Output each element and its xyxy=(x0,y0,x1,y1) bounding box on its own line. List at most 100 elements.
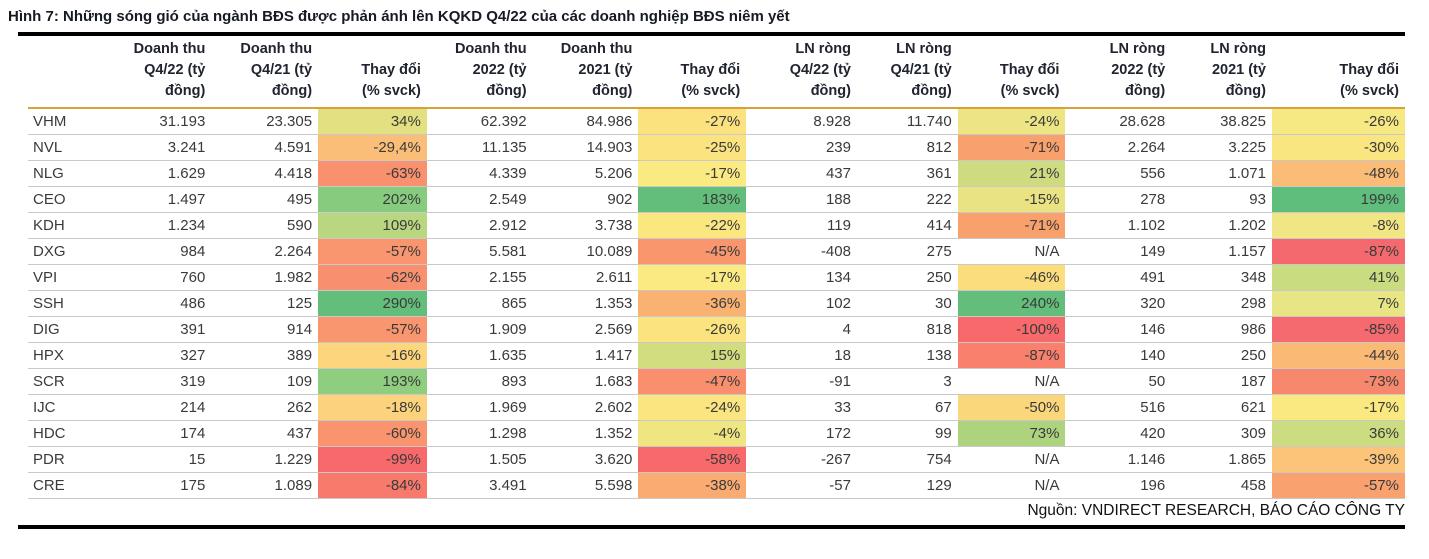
change-cell: -26% xyxy=(1271,108,1405,135)
value-cell: 5.598 xyxy=(532,472,639,499)
value-cell: 31.193 xyxy=(108,108,212,135)
value-cell: 1.146 xyxy=(1065,446,1172,473)
value-cell: 437 xyxy=(746,160,857,187)
value-cell: 327 xyxy=(108,342,212,369)
change-cell: 193% xyxy=(318,368,427,395)
change-cell: -17% xyxy=(638,264,747,291)
value-cell: 893 xyxy=(426,368,533,395)
value-cell: 1.635 xyxy=(426,342,533,369)
value-cell: 2.569 xyxy=(532,316,639,343)
value-cell: 1.202 xyxy=(1171,212,1272,239)
value-cell: 28.628 xyxy=(1065,108,1172,135)
table-row: NVL 3.241 4.591 -29,4% 11.135 14.903 -25% 239 81… xyxy=(28,134,1405,161)
table-row: DXG 984 2.264 -57% 5.581 10.089 -45% -408 275 N/A… xyxy=(28,238,1405,265)
value-cell: 4.418 xyxy=(211,160,319,187)
ticker-cell: SSH xyxy=(28,290,109,317)
value-cell: 239 xyxy=(746,134,857,161)
value-cell: 119 xyxy=(746,212,857,239)
value-cell: 1.089 xyxy=(211,472,319,499)
table-row: CEO 1.497 495 202% 2.549 902 183% 188 222 -15% 278… xyxy=(28,186,1405,213)
value-cell: 420 xyxy=(1065,420,1172,447)
table-row: SSH 486 125 290% 865 1.353 -36% 102 30 240% 320 298… xyxy=(28,290,1405,317)
value-cell: 812 xyxy=(856,134,958,161)
header-cell-np-q4-21: LN ròng Q4/21 (tỷ đồng) xyxy=(856,36,958,109)
change-cell: 199% xyxy=(1271,186,1405,213)
value-cell: 818 xyxy=(856,316,958,343)
change-cell: -62% xyxy=(318,264,427,291)
change-cell: N/A xyxy=(957,446,1066,473)
value-cell: 38.825 xyxy=(1171,108,1272,135)
value-cell: 1.298 xyxy=(426,420,533,447)
table-row: KDH 1.234 590 109% 2.912 3.738 -22% 119 414 -71% 1… xyxy=(28,212,1405,239)
change-cell: -29,4% xyxy=(318,134,427,161)
header-cell-rev-2021: Doanh thu 2021 (tỷ đồng) xyxy=(532,36,639,109)
ticker-cell: DXG xyxy=(28,238,109,265)
change-cell: 109% xyxy=(318,212,427,239)
value-cell: 129 xyxy=(856,472,958,499)
value-cell: 172 xyxy=(746,420,857,447)
value-cell: 1.629 xyxy=(108,160,212,187)
value-cell: 754 xyxy=(856,446,958,473)
change-cell: -84% xyxy=(318,472,427,499)
change-cell: -57% xyxy=(1271,472,1405,499)
change-cell: -4% xyxy=(638,420,747,447)
change-cell: -73% xyxy=(1271,368,1405,395)
change-cell: -57% xyxy=(318,316,427,343)
change-cell: 21% xyxy=(957,160,1066,187)
value-cell: 1.102 xyxy=(1065,212,1172,239)
change-cell: 290% xyxy=(318,290,427,317)
value-cell: 298 xyxy=(1171,290,1272,317)
value-cell: 99 xyxy=(856,420,958,447)
value-cell: 1.157 xyxy=(1171,238,1272,265)
ticker-cell: HDC xyxy=(28,420,109,447)
value-cell: 5.581 xyxy=(426,238,533,265)
change-cell: -36% xyxy=(638,290,747,317)
value-cell: 275 xyxy=(856,238,958,265)
change-cell: -17% xyxy=(1271,394,1405,421)
value-cell: 320 xyxy=(1065,290,1172,317)
value-cell: 134 xyxy=(746,264,857,291)
change-cell: 73% xyxy=(957,420,1066,447)
value-cell: 621 xyxy=(1171,394,1272,421)
value-cell: 3.225 xyxy=(1171,134,1272,161)
value-cell: 3 xyxy=(856,368,958,395)
value-cell: 250 xyxy=(856,264,958,291)
value-cell: 250 xyxy=(1171,342,1272,369)
value-cell: 125 xyxy=(211,290,319,317)
kqkd-results-table: Doanh thu Q4/22 (tỷ đồng) Doanh thu Q4/21 (t… xyxy=(28,36,1405,499)
table-header-row: Doanh thu Q4/22 (tỷ đồng) Doanh thu Q4/21 (t… xyxy=(28,36,1405,109)
change-cell: -24% xyxy=(957,108,1066,135)
value-cell: 556 xyxy=(1065,160,1172,187)
value-cell: 865 xyxy=(426,290,533,317)
ticker-cell: DIG xyxy=(28,316,109,343)
value-cell: 278 xyxy=(1065,186,1172,213)
change-cell: -45% xyxy=(638,238,747,265)
change-cell: -18% xyxy=(318,394,427,421)
table-body: VHM 31.193 23.305 34% 62.392 84.986 -27% 8.928 1… xyxy=(28,108,1405,499)
header-cell-rev-2022: Doanh thu 2022 (tỷ đồng) xyxy=(426,36,533,109)
table-row: CRE 175 1.089 -84% 3.491 5.598 -38% -57 129 N/A 19… xyxy=(28,472,1405,499)
value-cell: 188 xyxy=(746,186,857,213)
value-cell: 5.206 xyxy=(532,160,639,187)
ticker-cell: CRE xyxy=(28,472,109,499)
table-row: VPI 760 1.982 -62% 2.155 2.611 -17% 134 250 -46% 4… xyxy=(28,264,1405,291)
change-cell: 202% xyxy=(318,186,427,213)
value-cell: 361 xyxy=(856,160,958,187)
ticker-cell: NVL xyxy=(28,134,109,161)
header-cell-np-fy-change: Thay đổi (% svck) xyxy=(1271,36,1405,109)
change-cell: -30% xyxy=(1271,134,1405,161)
value-cell: 3.738 xyxy=(532,212,639,239)
value-cell: 222 xyxy=(856,186,958,213)
ticker-cell: VPI xyxy=(28,264,109,291)
change-cell: -39% xyxy=(1271,446,1405,473)
change-cell: -47% xyxy=(638,368,747,395)
value-cell: 1.071 xyxy=(1171,160,1272,187)
value-cell: 11.135 xyxy=(426,134,533,161)
header-cell-rev-q4-21: Doanh thu Q4/21 (tỷ đồng) xyxy=(211,36,319,109)
header-cell-np-2021: LN ròng 2021 (tỷ đồng) xyxy=(1171,36,1272,109)
value-cell: 18 xyxy=(746,342,857,369)
value-cell: 2.264 xyxy=(1065,134,1172,161)
change-cell: -22% xyxy=(638,212,747,239)
ticker-cell: SCR xyxy=(28,368,109,395)
change-cell: -15% xyxy=(957,186,1066,213)
